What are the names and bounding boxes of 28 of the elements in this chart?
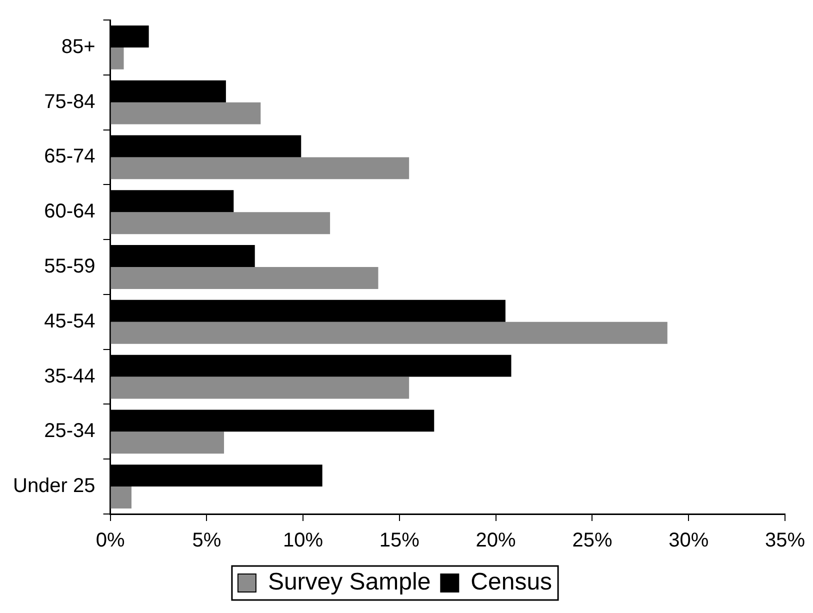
y-tick-label: 25-34 <box>44 420 96 442</box>
y-tick-label: 55-59 <box>44 256 96 278</box>
x-tick-label: 20% <box>476 530 516 552</box>
y-tick-label: 45-54 <box>44 310 96 332</box>
bar <box>110 322 668 344</box>
x-tick-label: 35% <box>764 530 806 552</box>
legend-label: Census <box>470 568 552 596</box>
y-tick-label: Under 25 <box>12 475 96 498</box>
x-tick-label: 0% <box>96 530 125 552</box>
bar <box>110 376 410 399</box>
bar <box>110 157 410 180</box>
bar <box>110 47 124 70</box>
y-tick-label: 35-44 <box>44 365 96 388</box>
y-tick-label: 65-74 <box>44 146 96 168</box>
bar <box>110 212 330 234</box>
y-tick-label: 75-84 <box>44 90 96 113</box>
x-tick-label: 5% <box>192 530 222 552</box>
y-tick-label: 85+ <box>61 36 96 58</box>
legend-label: Survey Sample <box>268 568 431 596</box>
bar <box>110 267 378 289</box>
x-tick-label: 30% <box>668 530 709 552</box>
bar <box>110 102 261 124</box>
x-tick-label: 10% <box>283 530 324 552</box>
bar <box>110 486 132 509</box>
y-tick-label: 60-64 <box>44 200 96 223</box>
x-tick-label: 15% <box>379 530 420 552</box>
bar <box>110 432 224 454</box>
x-tick-label: 25% <box>572 530 612 552</box>
